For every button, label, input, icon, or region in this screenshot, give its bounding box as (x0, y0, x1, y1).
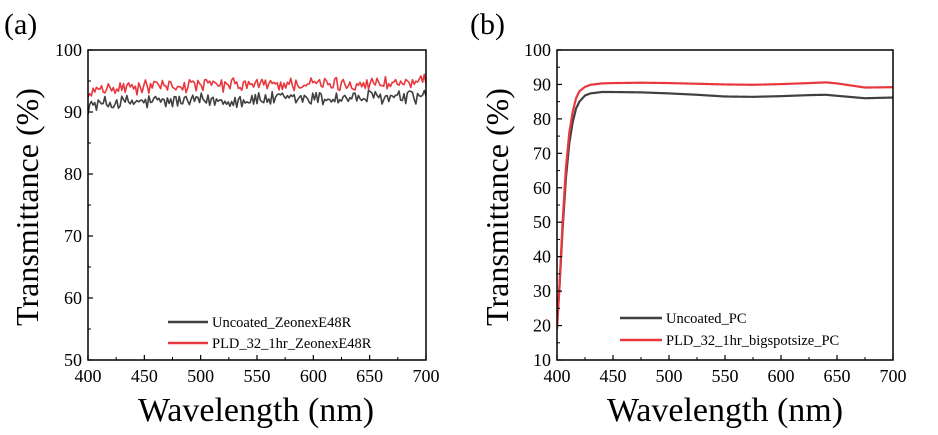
panel-b-series-line-pld (557, 81, 893, 330)
panel-b-label: (b) (470, 8, 505, 41)
panel-b-y-tick-label: 50 (533, 212, 551, 232)
panel-b-y-tick-label: 90 (533, 74, 551, 94)
panel-b-legend-label-pld: PLD_32_1hr_bigspotsize_PC (666, 333, 839, 349)
panel-a-y-tick-label: 90 (64, 102, 82, 122)
panel-a-series-line-uncoated (88, 89, 426, 115)
panel-a-x-tick-label: 650 (356, 366, 383, 386)
panel-b-x-tick-label: 450 (600, 366, 627, 386)
panel-b-x-tick-label: 650 (824, 366, 851, 386)
panel-a-x-tick-label: 500 (187, 366, 214, 386)
panel-a-x-tick-label: 700 (413, 366, 440, 386)
panel-b-y-tick-label: 20 (533, 316, 551, 336)
panel-a-x-tick-label: 400 (75, 366, 102, 386)
panel-a-legend-label-pld: PLD_32_1hr_ZeonexE48R (212, 336, 372, 352)
panel-a-y-tick-label: 70 (64, 226, 82, 246)
panel-a-x-tick-label: 600 (300, 366, 327, 386)
panel-b-legend: Uncoated_PC PLD_32_1hr_bigspotsize_PC (620, 311, 839, 349)
panel-b-y-tick-label: 70 (533, 143, 551, 163)
panel-b-y-tick-label: 10 (533, 350, 551, 370)
panel-b-legend-label-uncoated: Uncoated_PC (666, 311, 747, 327)
panel-a-axes-frame (87, 49, 427, 361)
panel-b-x-tick-label: 400 (544, 366, 571, 386)
panel-a-y-tick-label: 60 (64, 288, 82, 308)
panel-a-x-tick-label: 550 (244, 366, 271, 386)
panel-b-y-tick-label: 80 (533, 109, 551, 129)
panel-b-x-tick-label: 700 (880, 366, 907, 386)
panel-a-y-axis-label: Transmittance (%) (9, 88, 45, 326)
panel-b-x-tick-label: 550 (712, 366, 739, 386)
panel-b-plot-area: 400 450 500 550 600 650 700 10 20 30 40 50 60 70 80 90 1… (524, 40, 907, 386)
panel-a-x-axis-label: Wavelength (nm) (138, 392, 374, 429)
panel-a-x-tick-label: 450 (131, 366, 158, 386)
panel-b-series-line-uncoated (557, 90, 893, 323)
panel-a-legend: Uncoated_ZeonexE48R PLD_32_1hr_ZeonexE48… (168, 315, 372, 352)
panel-a-y-tick-label: 50 (64, 350, 82, 370)
panel-b-y-tick-label: 60 (533, 178, 551, 198)
panel-b-x-tick-label: 600 (768, 366, 795, 386)
panel-b-x-tick-label: 500 (656, 366, 683, 386)
panel-a-legend-label-uncoated: Uncoated_ZeonexE48R (212, 315, 352, 331)
panel-b-y-tick-label: 30 (533, 281, 551, 301)
panel-a-plot-area: 400 450 500 550 600 650 700 50 60 70 80 90 100 (55, 40, 440, 386)
panel-a-label: (a) (4, 8, 37, 41)
panel-b-y-tick-label: 100 (524, 40, 551, 60)
panel-b-x-axis-label: Wavelength (nm) (607, 392, 843, 429)
panel-a-y-tick-label: 100 (55, 40, 82, 60)
panel-b-y-axis-label: Transmittance (%) (479, 88, 515, 326)
panel-b: (b) 400 450 500 550 600 650 700 10 20 30 40 50 60 70 8… (470, 8, 907, 429)
panel-a: (a) 400 450 500 550 600 650 700 50 60 70 80 90 100 T… (4, 8, 440, 429)
panel-a-series-line-pld (88, 73, 426, 98)
panel-b-y-tick-label: 40 (533, 247, 551, 267)
panel-a-y-tick-label: 80 (64, 164, 82, 184)
